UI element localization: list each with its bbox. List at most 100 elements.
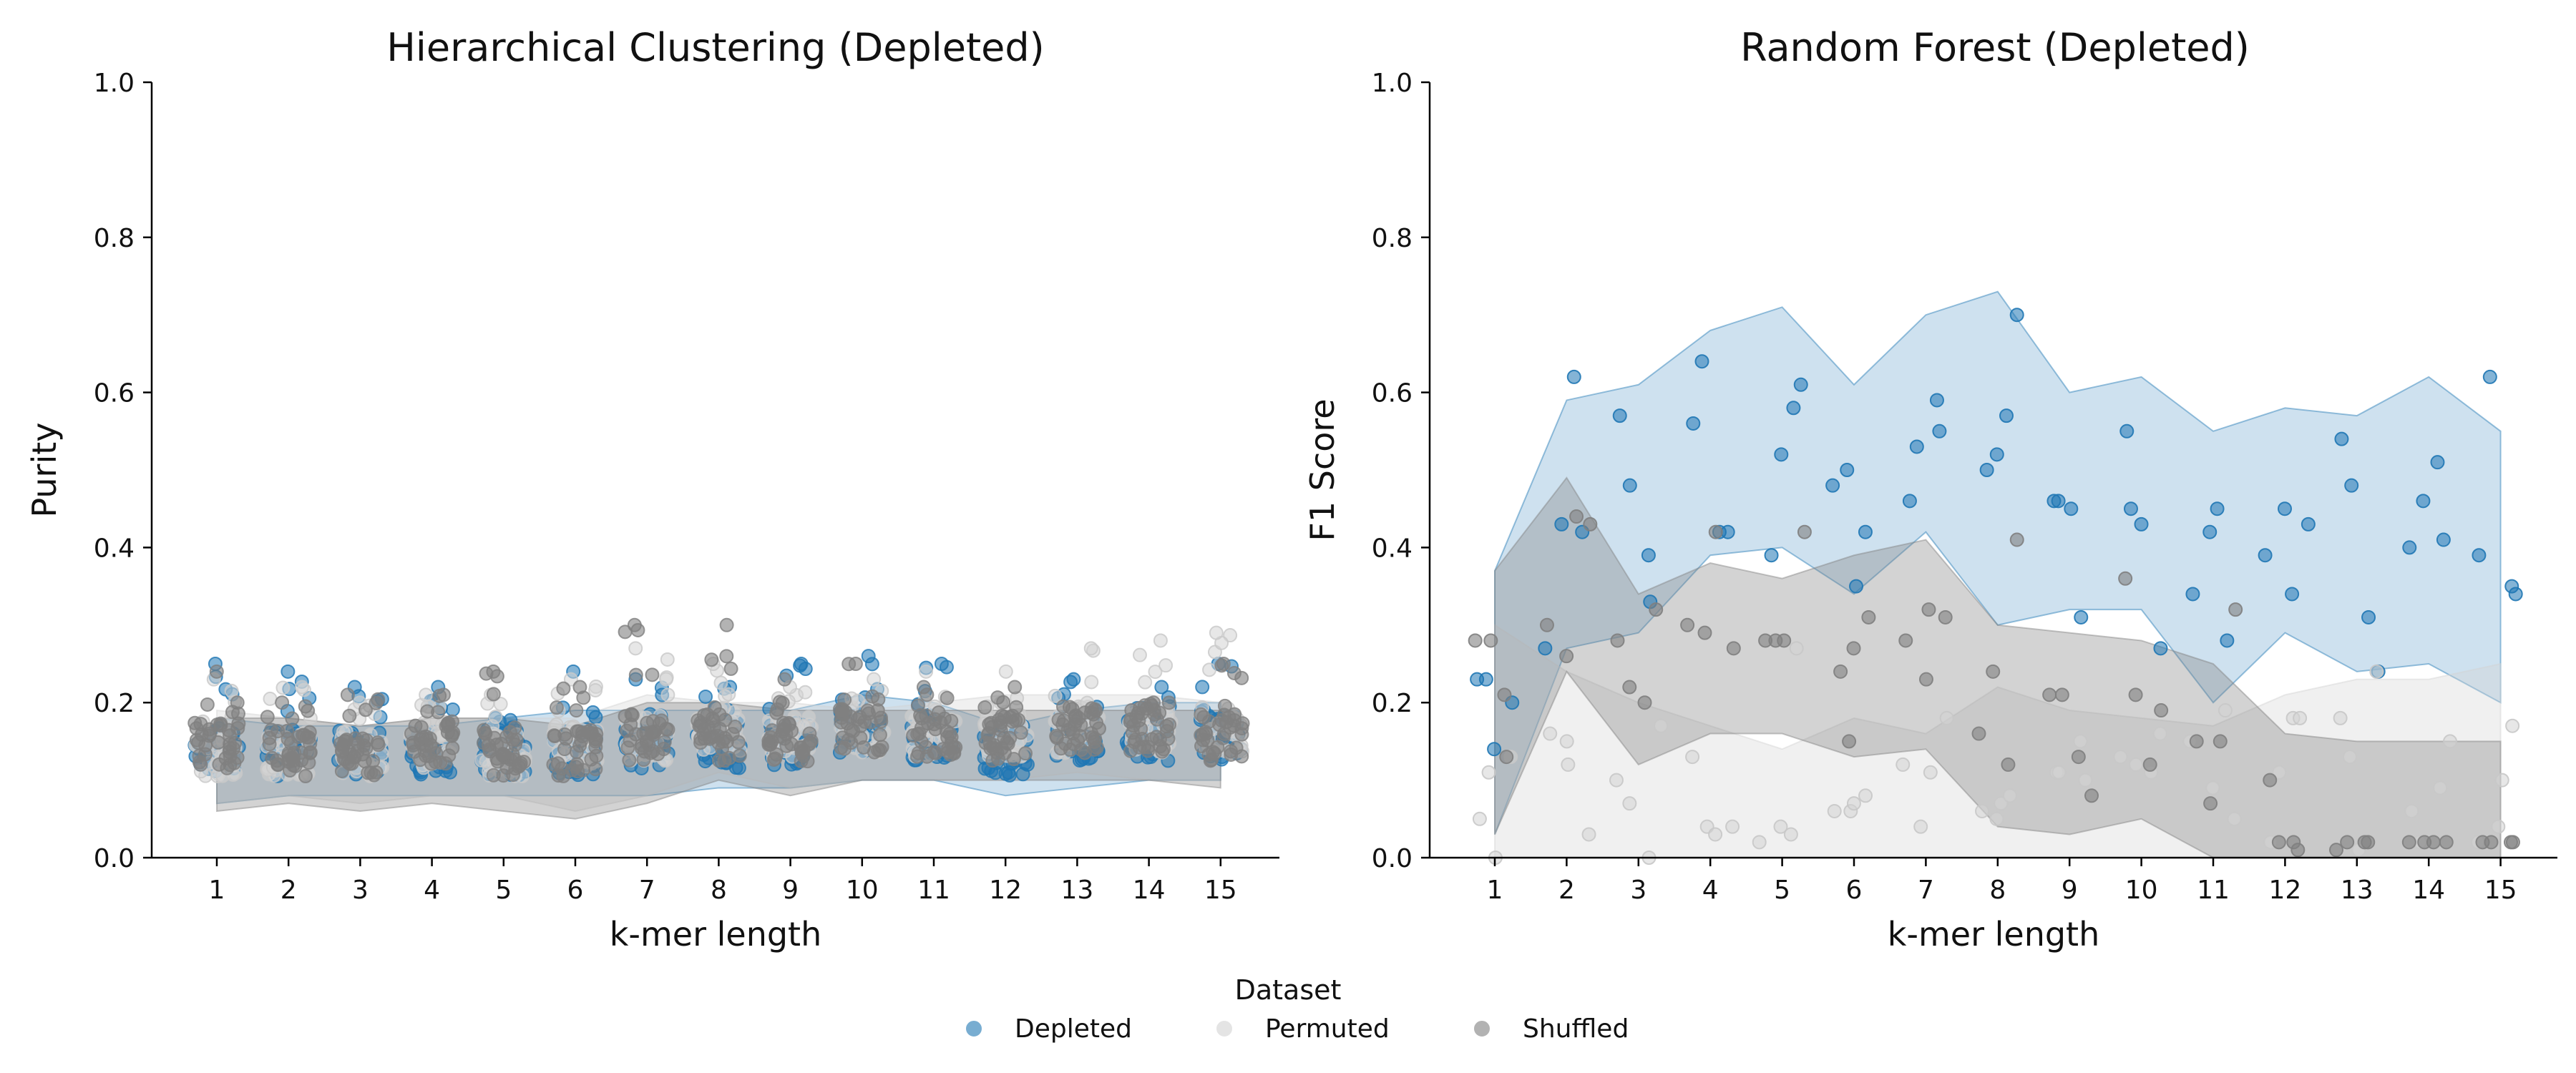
point [713, 675, 728, 690]
point [1001, 765, 1016, 780]
point [1487, 742, 1502, 757]
point [1128, 733, 1143, 748]
point [2071, 750, 2086, 765]
point [486, 664, 501, 679]
point [2505, 718, 2520, 733]
point [1999, 408, 2014, 423]
point [2074, 609, 2089, 624]
point [280, 664, 296, 679]
point [2189, 734, 2204, 749]
point [1989, 447, 2004, 462]
point [657, 735, 672, 750]
point [2433, 780, 2448, 795]
band-depleted [1494, 290, 2502, 835]
point [572, 680, 587, 695]
point [2001, 757, 2016, 772]
point [301, 703, 316, 718]
point [940, 690, 955, 705]
x-tick-label: 4 [424, 876, 440, 905]
point [1694, 354, 1709, 369]
point [1846, 796, 1861, 811]
point [660, 652, 675, 667]
point [588, 682, 603, 697]
x-tick-label: 15 [1204, 876, 1237, 905]
x-tick-label: 10 [846, 876, 879, 905]
point [1051, 712, 1066, 727]
point [1138, 675, 1153, 690]
point [2152, 726, 2167, 741]
point [2185, 587, 2200, 602]
point [1858, 524, 1873, 539]
point [1609, 773, 1624, 788]
x-tick-label: 14 [1133, 876, 1166, 905]
point [2205, 780, 2220, 795]
point [2051, 494, 2066, 509]
point [1697, 625, 1712, 640]
x-tick-label: 2 [280, 876, 297, 905]
point [802, 726, 817, 741]
point [2404, 803, 2419, 818]
point [263, 691, 278, 706]
x-tick-label: 5 [1774, 876, 1790, 905]
point [707, 700, 722, 715]
point [297, 727, 312, 743]
point [203, 726, 218, 741]
point [1861, 609, 1876, 624]
point [1846, 641, 1861, 656]
point [1612, 408, 1627, 423]
y-tick-label: 0.0 [94, 844, 135, 873]
point [727, 705, 742, 720]
point [358, 702, 373, 717]
point [2129, 757, 2144, 772]
point [1909, 439, 1924, 454]
point [2402, 540, 2417, 555]
point [910, 698, 925, 713]
point [1566, 369, 1581, 384]
point [2113, 750, 2128, 765]
point [218, 750, 233, 765]
point [2472, 548, 2487, 563]
point [2491, 819, 2506, 834]
point [436, 687, 451, 702]
point [495, 747, 510, 762]
point [1773, 819, 1788, 834]
point [499, 760, 514, 775]
point [861, 649, 876, 664]
point [1833, 664, 1848, 679]
y-tick-label: 0.6 [94, 379, 135, 408]
point [636, 726, 651, 741]
x-tick-label: 1 [1487, 876, 1503, 905]
point [230, 706, 245, 721]
chart-title: Hierarchical Clustering (Depleted) [386, 25, 1044, 70]
point [2278, 501, 2293, 516]
point [1202, 662, 1217, 677]
point [1007, 752, 1022, 767]
point [867, 672, 882, 687]
point [1971, 726, 1986, 741]
point [2361, 609, 2376, 624]
point [2426, 835, 2441, 850]
x-tick-label: 4 [1702, 876, 1719, 905]
point [583, 722, 598, 738]
point [1858, 788, 1873, 803]
point [840, 716, 855, 731]
point [852, 710, 867, 725]
point [1827, 803, 1842, 818]
point [698, 689, 713, 704]
point [731, 760, 746, 775]
point [2064, 501, 2079, 516]
point [2505, 835, 2520, 850]
point [1898, 633, 1913, 648]
point [340, 687, 355, 702]
point [1468, 633, 1483, 648]
chart-title: Random Forest (Depleted) [1740, 25, 2250, 70]
point [1975, 803, 1990, 818]
legend-marker-permuted [1216, 1021, 1232, 1037]
point [1929, 393, 1944, 408]
point [2285, 587, 2300, 602]
point [286, 753, 301, 768]
chart-panel-2: 0.00.20.40.60.81.01 2 3 4 5 6 7 8 9 10 11 12 13 14 15R… [1303, 25, 2557, 954]
point [1680, 617, 1695, 632]
point [1543, 726, 1558, 741]
y-tick-label: 0.8 [1372, 224, 1413, 253]
